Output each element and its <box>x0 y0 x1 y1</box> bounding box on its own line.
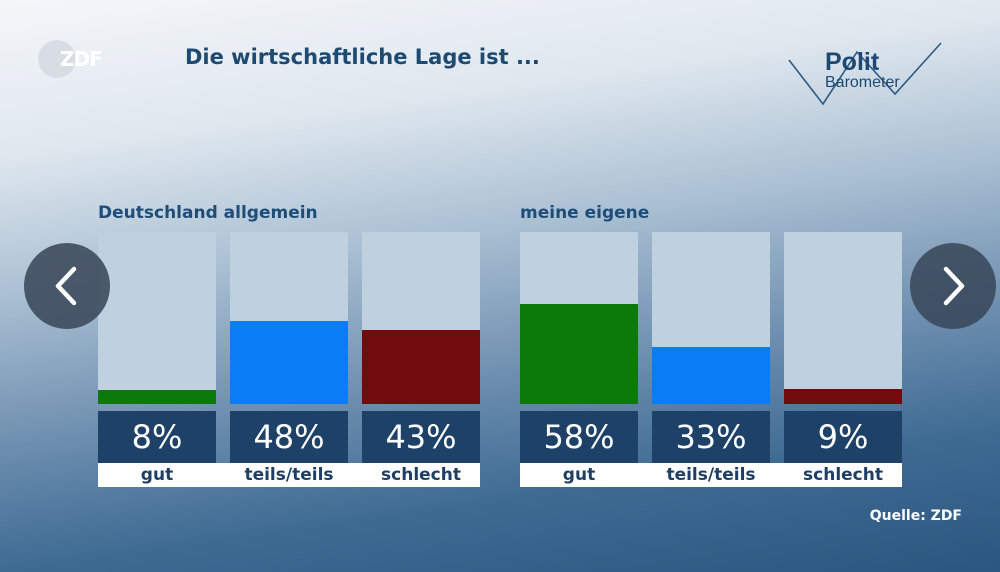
category-label: schlecht <box>381 465 461 485</box>
bar-eigene-teils-teils <box>652 347 770 404</box>
zdf-logo: ZDF <box>38 40 106 78</box>
chevron-left-icon <box>55 266 77 306</box>
chart-title: Die wirtschaftliche Lage ist ... <box>185 45 540 69</box>
category-label: gut <box>140 465 174 485</box>
group-label-meine-eigene: meine eigene <box>520 203 650 223</box>
category-label: teils/teils <box>666 465 756 485</box>
bar-track <box>652 232 770 404</box>
bar-track <box>230 232 348 404</box>
bar-eigene-gut <box>520 304 638 404</box>
zdf-logo-circle <box>38 40 76 78</box>
bar-deutschland-schlecht <box>362 330 480 404</box>
politbarometer-polit: Polit <box>825 48 880 76</box>
category-label: teils/teils <box>244 465 334 485</box>
bar-track <box>362 232 480 404</box>
group-label-deutschland: Deutschland allgemein <box>98 203 318 223</box>
value-label: 58% <box>520 411 638 463</box>
value-label: 43% <box>362 411 480 463</box>
category-strip-group-2 <box>520 463 902 487</box>
bar-track <box>520 232 638 404</box>
value-label: 33% <box>652 411 770 463</box>
politbarometer-barometer: Barometer <box>825 74 900 91</box>
politbarometer-zigzag-icon <box>788 42 942 106</box>
chevron-right-icon <box>943 266 965 306</box>
bar-eigene-schlecht <box>784 388 902 404</box>
category-strip-group-1 <box>98 463 480 487</box>
politbarometer-logo: Polit Barometer <box>785 38 950 113</box>
value-label: 48% <box>230 411 348 463</box>
bar-track <box>98 232 216 404</box>
prev-slide-button[interactable] <box>24 243 110 329</box>
bar-deutschland-teils-teils <box>230 321 348 404</box>
bar-deutschland-gut <box>98 390 216 404</box>
category-label: schlecht <box>803 465 883 485</box>
next-slide-button[interactable] <box>910 243 996 329</box>
value-label: 8% <box>98 411 216 463</box>
source-label: Quelle: ZDF <box>869 508 962 524</box>
value-label: 9% <box>784 411 902 463</box>
zdf-logo-text: ZDF <box>60 47 103 71</box>
category-label: gut <box>562 465 596 485</box>
bar-track <box>784 232 902 404</box>
